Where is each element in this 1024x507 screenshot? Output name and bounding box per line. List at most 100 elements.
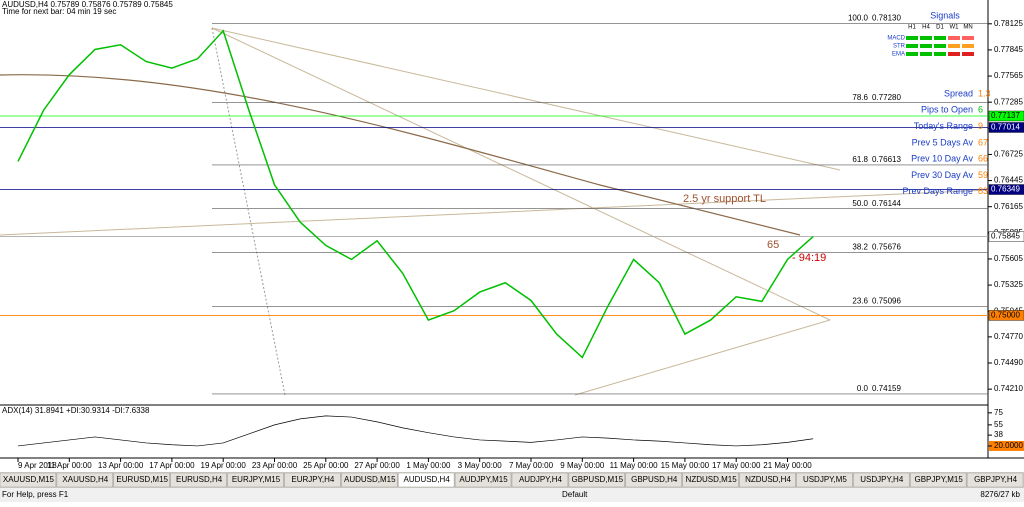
status-help: For Help, press F1: [2, 490, 69, 499]
signal-row: MACD: [887, 36, 905, 42]
tab-label[interactable]: GBPJPY,H4: [974, 475, 1018, 484]
stat-value: 59: [978, 170, 988, 180]
annotation: 2.5 yr support TL: [683, 193, 766, 205]
tab-label[interactable]: GBPUSD,H4: [631, 475, 678, 484]
tab[interactable]: [909, 472, 967, 488]
x-tick-label: 11 Apr 00:00: [47, 461, 92, 470]
x-tick-label: 13 Apr 00:00: [98, 461, 144, 470]
stat-value: 9: [978, 121, 983, 131]
y-tick-label: 0.77285: [994, 97, 1023, 106]
tab[interactable]: [0, 472, 57, 488]
status-bar: [0, 488, 1024, 502]
signal-column: H4: [922, 25, 930, 31]
signal-cell: [962, 36, 974, 40]
signal-cell: [962, 44, 974, 48]
stat-value: 1.3: [978, 88, 991, 98]
price-marker: [988, 122, 1024, 133]
y-tick-label: 0.75325: [994, 280, 1023, 289]
price-marker-label: 0.75000: [991, 311, 1020, 320]
signal-column: MN: [963, 25, 972, 31]
x-tick-label: 17 Apr 00:00: [149, 461, 195, 470]
tab-label[interactable]: GBPUSD,M15: [572, 475, 624, 484]
signal-cell: [962, 52, 974, 56]
signal-row: EMA: [892, 52, 905, 58]
y-tick-label: 0.74210: [994, 384, 1023, 393]
tab-label[interactable]: USDJPY,M5: [803, 475, 847, 484]
tab-label[interactable]: GBPJPY,M15: [915, 475, 964, 484]
tab[interactable]: [397, 472, 455, 488]
tab-label[interactable]: NZDUSD,H4: [745, 475, 791, 484]
tab[interactable]: [284, 472, 341, 488]
signal-column: D1: [936, 25, 944, 31]
tab[interactable]: [454, 472, 512, 488]
signal-cell: [934, 44, 946, 48]
tab[interactable]: [625, 472, 682, 488]
fib-price: 0.76144: [872, 199, 901, 208]
tab[interactable]: [853, 472, 910, 488]
tab-label[interactable]: AUDJPY,H4: [519, 475, 563, 484]
y-tick-label: 0.77565: [994, 71, 1023, 80]
x-tick-label: 11 May 00:00: [610, 461, 658, 470]
x-tick-label: 25 Apr 00:00: [303, 461, 349, 470]
indicator-tick-label: 75: [994, 408, 1003, 417]
price-marker: [988, 231, 1024, 242]
stat-label: Prev 5 Days Av: [912, 137, 974, 147]
stat-value: 67: [978, 137, 988, 147]
price-marker-label: 0.77137: [991, 111, 1020, 120]
tab[interactable]: [511, 472, 569, 488]
tab-label[interactable]: EURUSD,M15: [116, 475, 168, 484]
signal-cell: [920, 52, 932, 56]
tab-label[interactable]: EURUSD,H4: [176, 475, 223, 484]
tab[interactable]: [56, 472, 114, 488]
tab[interactable]: [113, 472, 170, 488]
fib-price: 0.76613: [872, 155, 901, 164]
price-marker: [988, 310, 1024, 321]
signal-cell: [934, 52, 946, 56]
tab[interactable]: [682, 472, 739, 488]
tab-label[interactable]: NZDUSD,M15: [686, 475, 738, 484]
tab-label[interactable]: AUDUSD,M15: [344, 475, 396, 484]
annotation: - 94:19: [792, 252, 826, 264]
tab[interactable]: [227, 472, 284, 488]
price-marker-label: 0.77014: [991, 123, 1020, 132]
tab-label[interactable]: EURJPY,M15: [232, 475, 281, 484]
tab[interactable]: [341, 472, 398, 488]
tab-label[interactable]: XAUUSD,M15: [3, 475, 55, 484]
price-marker: [988, 110, 1024, 122]
tab[interactable]: [739, 472, 796, 488]
x-tick-label: 1 May 00:00: [406, 461, 451, 470]
tab-label[interactable]: AUDJPY,M15: [459, 475, 508, 484]
annotation: 65: [767, 239, 779, 251]
price-marker-label: 0.75845: [991, 232, 1020, 241]
stat-value: 66: [978, 154, 988, 164]
stat-label: Prev 30 Day Av: [911, 170, 973, 180]
fib-ratio: 50.0: [852, 199, 868, 208]
adx-line: [17, 415, 814, 447]
stat-label: Prev Days Range: [902, 186, 973, 196]
x-tick-label: 3 May 00:00: [458, 461, 503, 470]
tab-label[interactable]: XAUUSD,H4: [62, 475, 108, 484]
fib-ratio: 100.0: [848, 13, 869, 22]
tab-label[interactable]: EURJPY,H4: [291, 475, 335, 484]
fib-price: 0.78130: [872, 13, 901, 22]
signal-cell: [920, 36, 932, 40]
tab-label[interactable]: USDJPY,H4: [860, 475, 904, 484]
stat-label: Pips to Open: [921, 105, 973, 115]
signal-cell: [934, 36, 946, 40]
tab[interactable]: [966, 472, 1024, 488]
signal-column: H1: [908, 25, 916, 31]
signal-cell: [948, 52, 960, 56]
tab[interactable]: [796, 472, 853, 488]
tab[interactable]: [568, 472, 626, 488]
moving-average: [0, 74, 801, 236]
x-tick-label: 9 Apr 2018: [18, 461, 57, 470]
signal-cell: [948, 44, 960, 48]
tab[interactable]: [170, 472, 227, 488]
fib-ratio: 38.2: [852, 242, 868, 251]
tab-label[interactable]: AUDUSD,H4: [404, 475, 451, 484]
trendline: [211, 27, 841, 171]
price-marker: [988, 184, 1024, 195]
y-tick-label: 0.74770: [994, 332, 1023, 341]
y-tick-label: 0.76165: [994, 202, 1023, 211]
